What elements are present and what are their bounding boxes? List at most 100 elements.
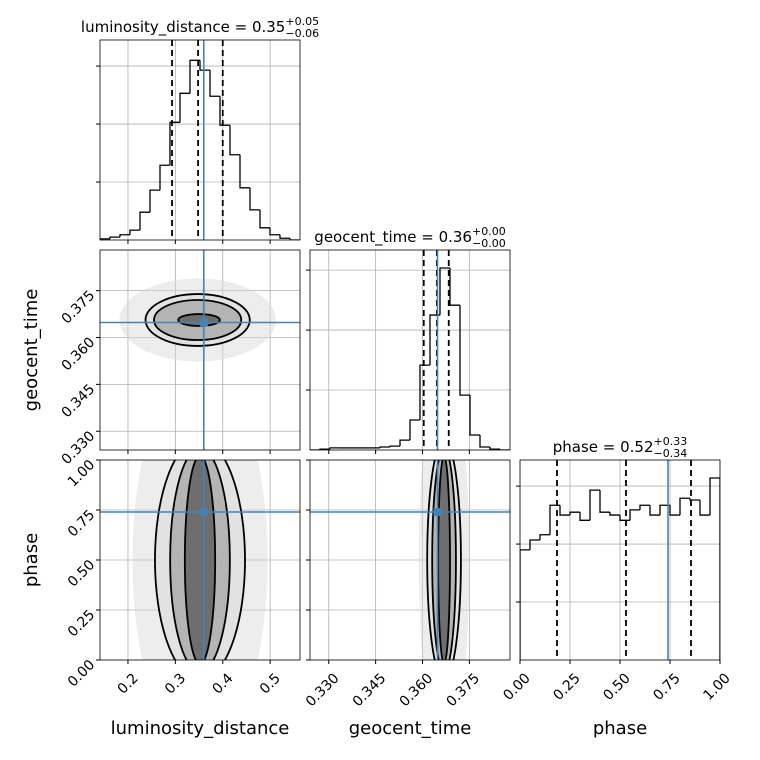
histogram-step bbox=[569, 511, 580, 516]
histogram-step bbox=[399, 439, 410, 447]
contour bbox=[183, 460, 217, 660]
panel-frame bbox=[309, 459, 511, 661]
panel: 0.00 0.25 0.50 0.75 1.00 phase = 0.52+0.33 −0.… bbox=[500, 435, 733, 739]
x-axis-label: phase bbox=[593, 718, 647, 739]
title-main: phase = 0.52 bbox=[553, 438, 654, 456]
histogram-step bbox=[100, 238, 110, 240]
histogram-step bbox=[659, 504, 670, 516]
histogram-step bbox=[539, 534, 550, 540]
title-sup: +0.33 bbox=[654, 435, 688, 448]
truth-marker bbox=[199, 508, 208, 516]
x-tick-label: 0.5 bbox=[257, 670, 284, 697]
histogram-step bbox=[459, 305, 470, 396]
panel-frame bbox=[99, 249, 301, 451]
panel: 0.2 0.3 0.4 0.50.000.250.500.751.00luminosi… bbox=[21, 457, 301, 739]
histogram-step bbox=[169, 121, 180, 166]
histogram-step bbox=[269, 227, 280, 236]
histogram-step bbox=[649, 505, 660, 516]
histogram-step bbox=[329, 447, 340, 450]
y-tick-label: 0.00 bbox=[65, 657, 98, 690]
histogram-step bbox=[579, 512, 590, 521]
histogram-step bbox=[639, 504, 650, 510]
truth-marker bbox=[433, 508, 442, 516]
x-tick-label: 0.375 bbox=[443, 670, 483, 710]
panel-plot bbox=[520, 460, 720, 660]
histogram-step bbox=[439, 267, 450, 316]
panel-frame bbox=[99, 459, 301, 661]
histogram-step bbox=[589, 489, 600, 521]
x-tick-label: 0.75 bbox=[650, 670, 683, 703]
panel-plot bbox=[100, 250, 300, 450]
histogram-step bbox=[229, 125, 240, 156]
panel-plot bbox=[100, 40, 300, 240]
histogram-step bbox=[629, 509, 640, 521]
histogram-step bbox=[259, 209, 270, 229]
histogram-step bbox=[189, 59, 200, 94]
histogram-step bbox=[119, 234, 130, 238]
title-sub: −0.34 bbox=[654, 447, 688, 460]
y-tick-label: 0.75 bbox=[65, 507, 98, 540]
x-axis-label: geocent_time bbox=[349, 718, 472, 739]
x-tick-label: 0.4 bbox=[209, 670, 236, 697]
y-tick-label: 0.375 bbox=[59, 288, 99, 328]
panel-plot bbox=[310, 250, 510, 450]
panel: luminosity_distance = 0.35+0.05 −0.06 bbox=[81, 15, 319, 244]
histogram-step bbox=[149, 189, 160, 213]
y-tick-label: 0.360 bbox=[59, 334, 99, 374]
histogram-step bbox=[599, 490, 610, 513]
histogram-step bbox=[529, 539, 540, 550]
histogram-step bbox=[559, 505, 570, 516]
x-axis-label: luminosity_distance bbox=[111, 718, 290, 739]
histogram-step bbox=[429, 314, 440, 366]
histogram-step bbox=[129, 229, 140, 235]
x-tick-label: 0.25 bbox=[550, 670, 583, 703]
x-tick-label: 0.50 bbox=[600, 670, 633, 703]
y-axis-label: geocent_time bbox=[21, 289, 42, 412]
histogram-step bbox=[689, 498, 700, 501]
x-tick-label: 0.3 bbox=[162, 670, 189, 697]
title-sub: −0.06 bbox=[285, 27, 319, 40]
panel-frame bbox=[309, 249, 511, 451]
title-sup: +0.05 bbox=[285, 15, 319, 28]
title-main: geocent_time = 0.36 bbox=[314, 228, 472, 247]
histogram-step bbox=[109, 236, 120, 239]
histogram-step bbox=[159, 164, 170, 191]
panel-plot bbox=[100, 460, 300, 660]
x-tick-label: 0.360 bbox=[397, 670, 437, 710]
histogram-step bbox=[419, 364, 430, 421]
title-main: luminosity_distance = 0.35 bbox=[81, 18, 285, 37]
histogram-step bbox=[489, 447, 500, 450]
histogram-step bbox=[479, 435, 490, 448]
contour bbox=[177, 313, 221, 327]
x-tick-label: 0.2 bbox=[115, 670, 142, 697]
histogram-step bbox=[289, 238, 300, 240]
histogram-step bbox=[219, 96, 230, 126]
panel-title: geocent_time = 0.36+0.00 −0.00 bbox=[314, 225, 505, 250]
title-sup: +0.00 bbox=[472, 225, 506, 238]
y-tick-label: 0.25 bbox=[65, 607, 98, 640]
panel-plot bbox=[310, 460, 510, 660]
panel: 0.330 0.345 0.360 0.375 geocent_time bbox=[21, 249, 301, 468]
histogram-step bbox=[619, 515, 630, 521]
histogram-step bbox=[279, 234, 290, 239]
panel-title: phase = 0.52+0.33 −0.34 bbox=[553, 435, 688, 460]
panel: geocent_time = 0.36+0.00 −0.00 bbox=[306, 225, 511, 454]
histogram-step bbox=[239, 154, 250, 189]
histogram-step bbox=[520, 549, 530, 660]
histogram-step bbox=[679, 497, 690, 516]
histogram-step bbox=[449, 267, 460, 306]
histogram-step bbox=[409, 419, 420, 441]
histogram-step bbox=[669, 505, 680, 516]
histogram-step bbox=[699, 500, 710, 516]
y-tick-label: 0.345 bbox=[59, 381, 99, 421]
y-tick-label: 0.330 bbox=[59, 428, 99, 468]
x-tick-label: 0.330 bbox=[303, 670, 343, 710]
x-tick-label: 1.00 bbox=[700, 670, 733, 703]
histogram-step bbox=[209, 70, 220, 97]
x-tick-label: 0.345 bbox=[350, 670, 390, 710]
histogram-step bbox=[709, 477, 720, 660]
panel-frame bbox=[99, 39, 301, 241]
histogram-step bbox=[199, 60, 210, 71]
